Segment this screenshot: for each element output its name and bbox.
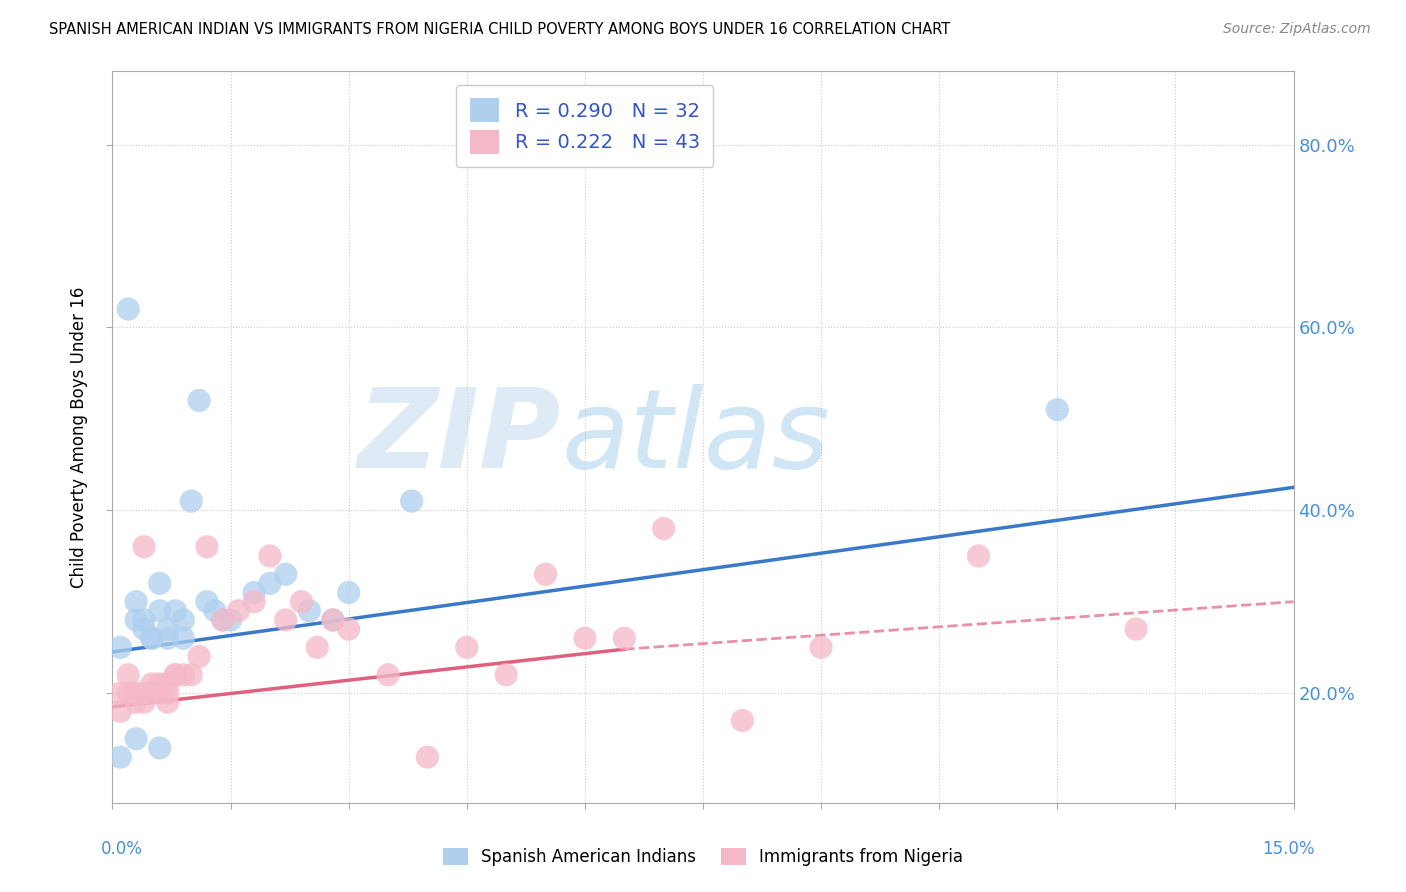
Point <box>211 613 233 627</box>
Point <box>165 667 187 681</box>
Point <box>172 632 194 646</box>
Point <box>141 632 163 646</box>
Point <box>132 686 155 700</box>
Point <box>337 622 360 636</box>
Point <box>322 613 344 627</box>
Point <box>195 540 218 554</box>
Point <box>298 604 321 618</box>
Point <box>117 667 139 681</box>
Point <box>274 567 297 582</box>
Text: Source: ZipAtlas.com: Source: ZipAtlas.com <box>1223 22 1371 37</box>
Point <box>149 576 172 591</box>
Point <box>377 667 399 681</box>
Point <box>132 613 155 627</box>
Point <box>967 549 990 563</box>
Point <box>172 667 194 681</box>
Point <box>125 594 148 608</box>
Point <box>110 750 132 764</box>
Point <box>337 585 360 599</box>
Point <box>149 686 172 700</box>
Point <box>274 613 297 627</box>
Point <box>156 686 179 700</box>
Text: SPANISH AMERICAN INDIAN VS IMMIGRANTS FROM NIGERIA CHILD POVERTY AMONG BOYS UNDE: SPANISH AMERICAN INDIAN VS IMMIGRANTS FR… <box>49 22 950 37</box>
Point <box>180 667 202 681</box>
Point <box>117 302 139 317</box>
Point <box>613 632 636 646</box>
Point <box>132 540 155 554</box>
Point <box>125 731 148 746</box>
Point <box>141 632 163 646</box>
Point <box>165 604 187 618</box>
Point <box>731 714 754 728</box>
Point <box>652 521 675 535</box>
Point <box>1046 402 1069 417</box>
Point <box>132 622 155 636</box>
Point <box>243 594 266 608</box>
Point <box>574 632 596 646</box>
Point <box>141 686 163 700</box>
Point <box>290 594 312 608</box>
Point <box>156 677 179 691</box>
Point <box>156 695 179 709</box>
Point <box>149 604 172 618</box>
Point <box>156 632 179 646</box>
Point <box>322 613 344 627</box>
Point <box>149 677 172 691</box>
Point <box>165 667 187 681</box>
Point <box>141 677 163 691</box>
Legend: R = 0.290   N = 32, R = 0.222   N = 43: R = 0.290 N = 32, R = 0.222 N = 43 <box>457 85 713 167</box>
Point <box>110 705 132 719</box>
Point <box>180 494 202 508</box>
Y-axis label: Child Poverty Among Boys Under 16: Child Poverty Among Boys Under 16 <box>70 286 89 588</box>
Point <box>172 613 194 627</box>
Point <box>117 686 139 700</box>
Point <box>534 567 557 582</box>
Point <box>211 613 233 627</box>
Point <box>259 549 281 563</box>
Point <box>204 604 226 618</box>
Point <box>810 640 832 655</box>
Point <box>188 649 211 664</box>
Text: 15.0%: 15.0% <box>1263 839 1315 857</box>
Text: ZIP: ZIP <box>357 384 561 491</box>
Point <box>243 585 266 599</box>
Point <box>307 640 329 655</box>
Point <box>195 594 218 608</box>
Point <box>110 686 132 700</box>
Point <box>259 576 281 591</box>
Point <box>125 686 148 700</box>
Point <box>110 640 132 655</box>
Point <box>416 750 439 764</box>
Point <box>228 604 250 618</box>
Point <box>495 667 517 681</box>
Point <box>188 393 211 408</box>
Point <box>149 740 172 755</box>
Text: 0.0%: 0.0% <box>101 839 143 857</box>
Point <box>456 640 478 655</box>
Point <box>156 622 179 636</box>
Point <box>125 695 148 709</box>
Point <box>401 494 423 508</box>
Point <box>132 695 155 709</box>
Legend: Spanish American Indians, Immigrants from Nigeria: Spanish American Indians, Immigrants fro… <box>436 841 970 873</box>
Point <box>125 613 148 627</box>
Point <box>219 613 242 627</box>
Text: atlas: atlas <box>561 384 830 491</box>
Point <box>1125 622 1147 636</box>
